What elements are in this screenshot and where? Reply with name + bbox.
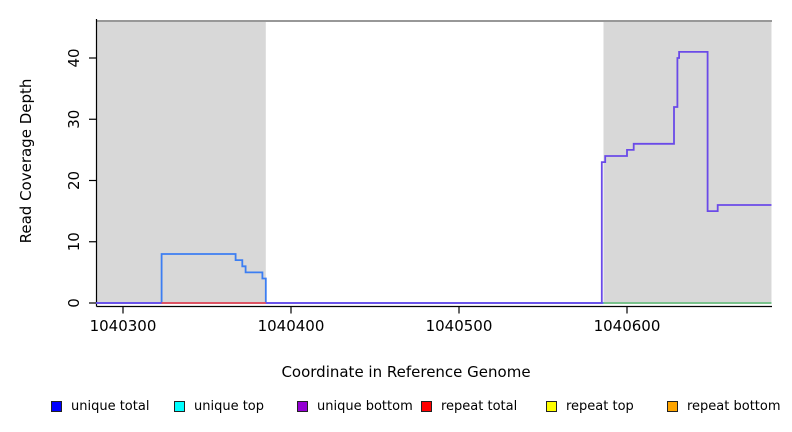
y-tick-label: 10 [65, 232, 83, 251]
legend-item-repeat-bottom: repeat bottom [667, 399, 781, 414]
x-tick-label: 1040300 [90, 317, 157, 335]
legend-label: repeat total [441, 399, 518, 414]
y-axis-title: Read Coverage Depth [17, 79, 35, 244]
repeat-total-swatch-icon [421, 401, 432, 412]
plot-area: 0 10 20 30 40 1040300 1040400 1040500 1040600 [65, 19, 772, 335]
legend-label: unique bottom [317, 399, 413, 414]
x-tick-label: 1040600 [594, 317, 661, 335]
series-line-unique-bottom [96, 51, 772, 304]
x-tick-label: 1040500 [426, 317, 493, 335]
unique-top-swatch-icon [174, 401, 185, 412]
legend-label: repeat bottom [687, 399, 781, 414]
legend: unique total unique top unique bottom re… [0, 399, 792, 419]
legend-item-repeat-top: repeat top [546, 399, 634, 414]
unique-total-swatch-icon [51, 401, 62, 412]
unique-bottom-swatch-icon [297, 401, 308, 412]
shaded-region-1 [603, 22, 772, 302]
y-tick-label: 0 [65, 298, 83, 308]
legend-item-unique-top: unique top [174, 399, 264, 414]
legend-item-unique-bottom: unique bottom [297, 399, 413, 414]
shaded-region-0 [96, 22, 266, 302]
legend-item-unique-total: unique total [51, 399, 149, 414]
y-tick-label: 30 [65, 110, 83, 129]
y-tick-label: 40 [65, 48, 83, 67]
legend-label: unique top [194, 399, 265, 414]
series-line-unique-total [96, 253, 772, 304]
repeat-top-swatch-icon [546, 401, 557, 412]
plot-svg: 0 10 20 30 40 1040300 1040400 1040500 1040600 Re… [17, 19, 772, 381]
y-tick-label: 20 [65, 171, 83, 190]
repeat-bottom-swatch-icon [667, 401, 678, 412]
legend-item-repeat-total: repeat total [421, 399, 517, 414]
x-axis-title: Coordinate in Reference Genome [281, 363, 530, 381]
legend-label: unique total [71, 399, 150, 414]
x-tick-label: 1040400 [258, 317, 325, 335]
legend-label: repeat top [566, 399, 634, 414]
